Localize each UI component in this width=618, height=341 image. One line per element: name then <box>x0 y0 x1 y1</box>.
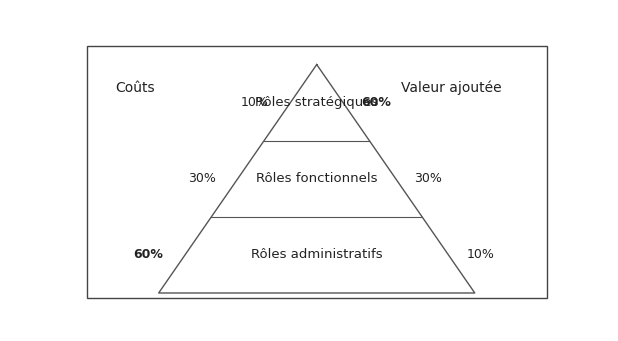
Text: 10%: 10% <box>467 249 494 262</box>
Text: Rôles administratifs: Rôles administratifs <box>251 249 383 262</box>
Text: 60%: 60% <box>362 96 391 109</box>
Text: 60%: 60% <box>133 249 163 262</box>
Text: 30%: 30% <box>188 172 216 185</box>
Text: Rôles stratégiques: Rôles stratégiques <box>255 96 378 109</box>
Text: Rôles fonctionnels: Rôles fonctionnels <box>256 172 378 185</box>
Text: 10%: 10% <box>241 96 269 109</box>
Text: Valeur ajoutée: Valeur ajoutée <box>400 81 501 95</box>
Text: Coûts: Coûts <box>115 81 154 95</box>
Text: 30%: 30% <box>414 172 442 185</box>
